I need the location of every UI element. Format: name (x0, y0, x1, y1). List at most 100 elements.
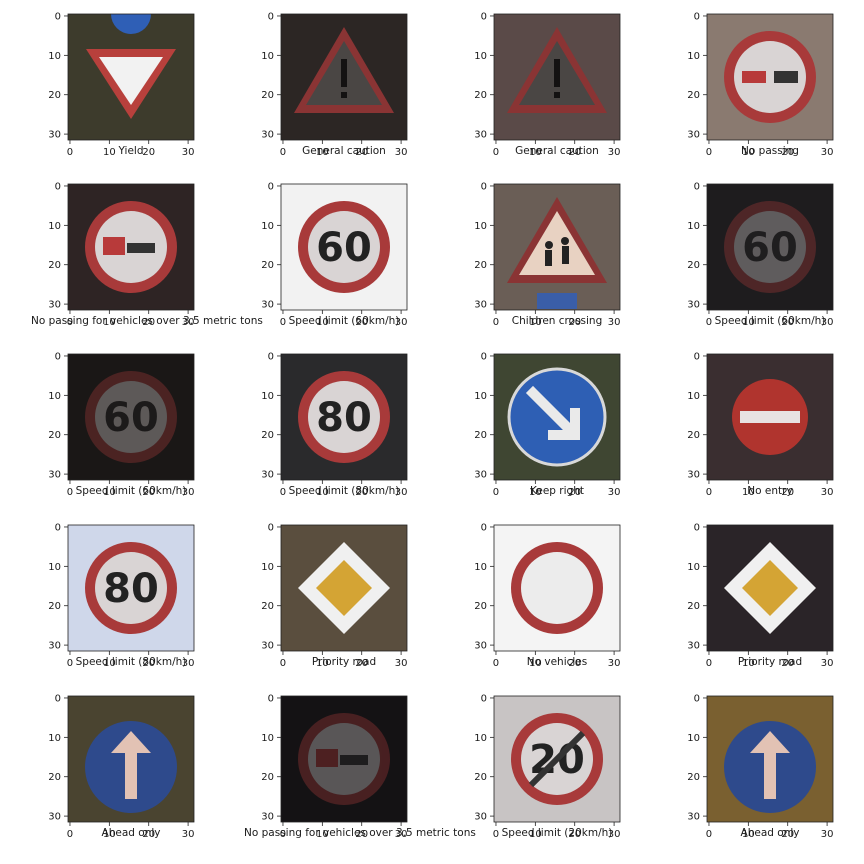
sign-image-axes: 60 0 0 10 10 20 20 30 30 (261, 181, 407, 328)
y-tick-label: 0 (268, 351, 274, 362)
y-tick-label: 10 (261, 391, 274, 402)
no-passing-trucks-sign-icon (281, 696, 407, 822)
y-tick-label: 30 (687, 812, 700, 823)
sign-image-axes: 0 0 10 10 20 20 30 30 (687, 693, 834, 840)
x-tick-label: 0 (67, 829, 73, 840)
sign-panel: 0 0 10 10 20 20 30 30 No vehicles (426, 511, 626, 676)
sign-panel: 60 0 0 10 10 20 20 30 30 Speed limit (60km/h) (0, 340, 200, 505)
y-tick-label: 20 (687, 601, 700, 612)
speed-limit-sign-icon: 60 (281, 184, 407, 310)
sign-image-axes: 20 0 0 10 10 20 20 30 30 (474, 693, 620, 840)
x-tick-label: 30 (608, 658, 621, 669)
ahead-only-sign-icon (68, 696, 194, 822)
x-tick-label: 10 (103, 487, 116, 498)
y-tick-label: 0 (268, 181, 274, 192)
x-tick-label: 10 (742, 829, 755, 840)
speed-limit-sign-icon: 80 (68, 525, 194, 651)
y-tick-label: 10 (687, 562, 700, 573)
y-tick-label: 0 (481, 181, 487, 192)
x-tick-label: 30 (182, 317, 195, 328)
y-tick-label: 30 (48, 300, 61, 311)
x-tick-label: 30 (821, 487, 834, 498)
x-tick-label: 0 (67, 317, 73, 328)
x-tick-label: 20 (142, 147, 155, 158)
sign-class-label: No passing for vehicles over 3.5 metric … (244, 827, 476, 839)
y-tick-label: 0 (268, 11, 274, 22)
speed-limit-sign-icon: 20 (494, 696, 620, 822)
sign-image-axes: 0 0 10 10 20 20 30 30 (261, 693, 408, 840)
no-vehicles-sign-icon (494, 525, 620, 651)
y-tick-label: 20 (48, 772, 61, 783)
x-tick-label: 30 (182, 147, 195, 158)
x-tick-label: 0 (280, 829, 286, 840)
x-tick-label: 30 (608, 487, 621, 498)
x-tick-label: 20 (568, 147, 581, 158)
sign-image-axes: 0 0 10 10 20 20 30 30 (474, 11, 621, 158)
y-tick-label: 20 (687, 260, 700, 271)
x-tick-label: 30 (395, 487, 408, 498)
x-tick-label: 30 (395, 829, 408, 840)
x-tick-label: 10 (529, 658, 542, 669)
y-tick-label: 0 (55, 11, 61, 22)
y-tick-label: 20 (474, 772, 487, 783)
sign-class-label: Speed limit (60km/h) (75, 485, 187, 497)
x-tick-label: 0 (280, 147, 286, 158)
y-tick-label: 0 (481, 351, 487, 362)
x-tick-label: 20 (781, 487, 794, 498)
sign-image-axes: 0 0 10 10 20 20 30 30 (261, 11, 407, 158)
y-tick-label: 10 (48, 733, 61, 744)
sign-panel: 80 0 0 10 10 20 20 30 30 Speed limit (80km/h) (0, 511, 200, 676)
x-tick-label: 20 (355, 658, 368, 669)
y-tick-label: 20 (687, 772, 700, 783)
x-tick-label: 0 (280, 658, 286, 669)
sign-image-axes: 0 0 10 10 20 20 30 30 (687, 351, 834, 498)
y-tick-label: 20 (474, 260, 487, 271)
yield-sign-icon (68, 14, 194, 140)
x-tick-label: 30 (821, 829, 834, 840)
no-passing-trucks-sign-icon (68, 184, 194, 310)
x-tick-label: 30 (182, 829, 195, 840)
sign-class-label: Speed limit (60km/h) (714, 315, 826, 327)
x-tick-label: 0 (493, 317, 499, 328)
y-tick-label: 30 (261, 300, 274, 311)
sign-image-axes: 60 0 0 10 10 20 20 30 30 (48, 351, 194, 498)
sign-class-label: Speed limit (60km/h) (288, 315, 400, 327)
y-tick-label: 20 (474, 430, 487, 441)
ahead-only-sign-icon (707, 696, 833, 822)
y-tick-label: 10 (48, 51, 61, 62)
y-tick-label: 20 (261, 260, 274, 271)
y-tick-label: 30 (261, 812, 274, 823)
sign-panel: 0 0 10 10 20 20 30 30 Priority road (639, 511, 839, 676)
x-tick-label: 0 (280, 487, 286, 498)
y-tick-label: 10 (687, 51, 700, 62)
x-tick-label: 30 (608, 147, 621, 158)
x-tick-label: 0 (280, 317, 286, 328)
x-tick-label: 20 (781, 317, 794, 328)
x-tick-label: 30 (821, 658, 834, 669)
sign-panel: 0 0 10 10 20 20 30 30 Keep right (426, 340, 626, 505)
sign-panel: 80 0 0 10 10 20 20 30 30 Speed limit (80km/h) (213, 340, 413, 505)
y-tick-label: 10 (48, 562, 61, 573)
sign-image-axes: 0 0 10 10 20 20 30 30 (48, 693, 195, 840)
y-tick-label: 20 (261, 90, 274, 101)
sign-panel: 0 0 10 10 20 20 30 30 No entry (639, 340, 839, 505)
sign-panel: 0 0 10 10 20 20 30 30 Ahead only (0, 682, 200, 847)
x-tick-label: 20 (781, 829, 794, 840)
x-tick-label: 0 (493, 487, 499, 498)
sign-panel: 0 0 10 10 20 20 30 30 No passing for vehicles ov… (213, 682, 476, 847)
sign-panel: 2000101020203030Speed limit (20km/h) (426, 682, 626, 847)
sign-panel: 0 0 10 10 20 20 30 30 Yield (0, 0, 200, 165)
y-tick-label: 10 (261, 562, 274, 573)
x-tick-label: 30 (182, 658, 195, 669)
y-tick-label: 10 (48, 391, 61, 402)
y-tick-label: 0 (694, 181, 700, 192)
x-tick-label: 0 (706, 147, 712, 158)
x-tick-label: 10 (742, 487, 755, 498)
speed-limit-sign-icon: 60 (68, 354, 194, 480)
y-tick-label: 30 (474, 470, 487, 481)
y-tick-label: 30 (48, 470, 61, 481)
x-tick-label: 10 (103, 658, 116, 669)
y-tick-label: 20 (261, 772, 274, 783)
x-tick-label: 20 (781, 658, 794, 669)
sign-image-axes: 0 0 10 10 20 20 30 30 (687, 522, 834, 669)
